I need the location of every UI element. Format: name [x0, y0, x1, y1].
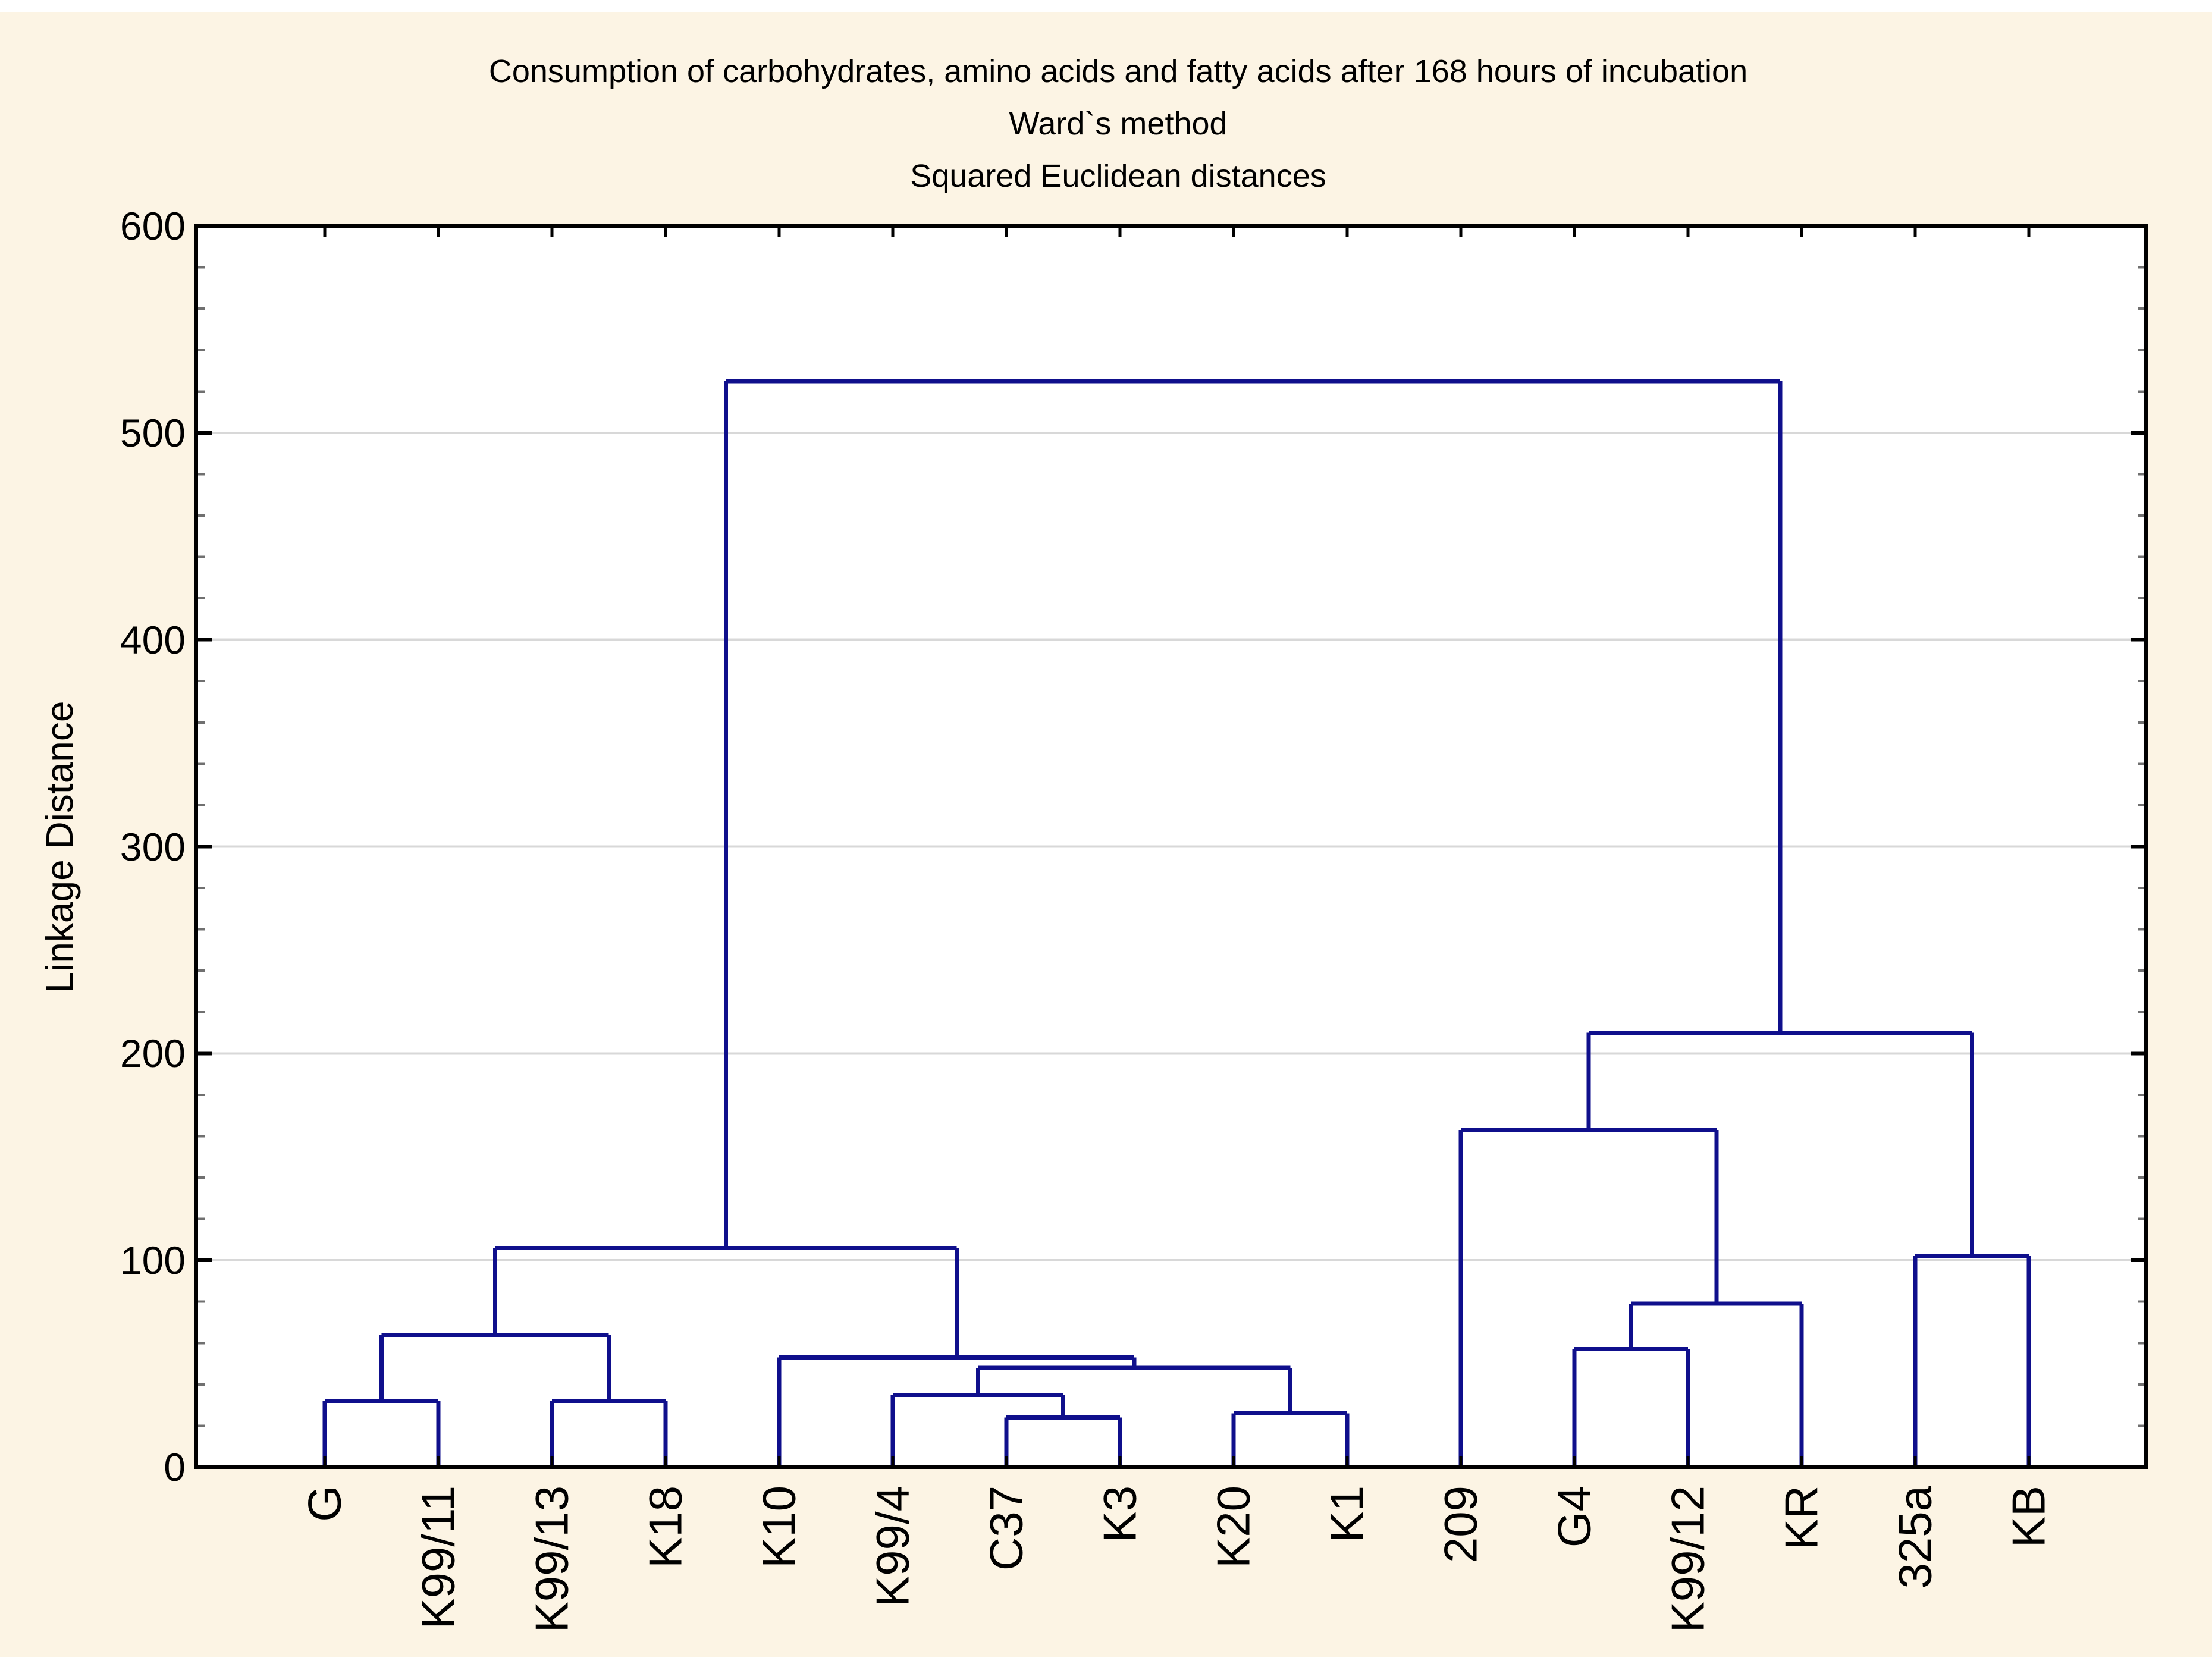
x-leaf-label-K99/11: K99/11: [412, 1486, 465, 1630]
y-tick-label-0: 0: [164, 1445, 186, 1489]
x-leaf-label-KR: KR: [1775, 1486, 1828, 1550]
x-leaf-label-K20: K20: [1207, 1486, 1260, 1568]
y-tick-label-100: 100: [120, 1238, 186, 1283]
x-leaf-label-K99/13: K99/13: [525, 1486, 578, 1633]
x-leaf-label-K99/4: K99/4: [866, 1486, 919, 1607]
chart-subtitle-distance: Squared Euclidean distances: [910, 158, 1326, 194]
plot-border: [194, 224, 2148, 1469]
y-tick-label-500: 500: [120, 410, 186, 455]
x-leaf-label-C37: C37: [980, 1486, 1033, 1571]
y-tick-label-400: 400: [120, 617, 186, 662]
chart-title: Consumption of carbohydrates, amino acid…: [488, 54, 1748, 89]
y-tick-label-200: 200: [120, 1031, 186, 1076]
y-tick-label-600: 600: [120, 204, 186, 248]
chart-subtitle-method: Ward`s method: [1009, 106, 1228, 142]
x-leaf-label-K3: K3: [1093, 1486, 1146, 1543]
y-tick-label-300: 300: [120, 824, 186, 869]
x-leaf-label-G: G: [298, 1486, 351, 1522]
x-leaf-label-K99/12: K99/12: [1661, 1486, 1714, 1633]
x-leaf-label-G4: G4: [1548, 1486, 1601, 1548]
x-leaf-label-209: 209: [1434, 1486, 1487, 1564]
x-leaf-label-K10: K10: [752, 1486, 805, 1568]
x-leaf-label-K1: K1: [1320, 1486, 1373, 1543]
x-leaf-label-325a: 325a: [1888, 1486, 1941, 1589]
x-leaf-label-K18: K18: [639, 1486, 692, 1568]
x-leaf-label-KB: KB: [2002, 1486, 2055, 1548]
